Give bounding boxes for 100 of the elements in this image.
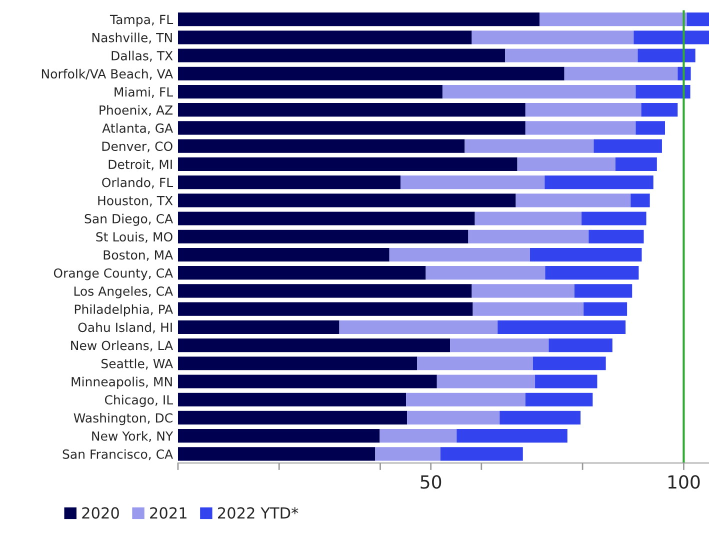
bar [178, 338, 450, 352]
bar [375, 447, 440, 461]
bar [525, 121, 636, 135]
bar [178, 103, 526, 117]
bar [615, 157, 657, 171]
bar [472, 302, 584, 316]
bar [178, 84, 442, 99]
y-tick-label: San Francisco, CA [62, 449, 173, 460]
bar [584, 302, 628, 316]
bar [178, 194, 516, 208]
bar [530, 248, 642, 262]
y-tick-label: Orange County, CA [54, 268, 173, 280]
y-tick-label: Oahu Island, HI [78, 322, 172, 334]
y-tick-label: Detroit, MI [108, 159, 172, 170]
bar [516, 194, 631, 208]
y-tick-label: Houston, TX [98, 196, 173, 207]
bar [545, 266, 639, 280]
y-tick-label: Washington, DC [74, 412, 172, 426]
bar [468, 230, 589, 244]
bar [178, 139, 465, 153]
bar [636, 121, 665, 135]
bar [178, 410, 408, 425]
bar [544, 176, 654, 190]
y-tick-label: Nashville, TN [92, 32, 172, 44]
bar [472, 30, 634, 44]
bar [178, 429, 380, 443]
bar [525, 392, 593, 406]
bar [686, 12, 709, 26]
bar [178, 447, 376, 461]
bar [548, 338, 612, 352]
y-tick-label: Philadelphia, PA [74, 304, 173, 316]
bar [380, 429, 457, 443]
bar [178, 12, 540, 26]
x-tick-label: 100 [668, 475, 700, 489]
y-tick-label: New York, NY [92, 431, 174, 442]
y-tick-label: Orlando, FL [102, 178, 174, 188]
bar [588, 230, 644, 244]
bar [472, 284, 574, 298]
y-tick-label: San Diego, CA [84, 214, 173, 226]
y-tick-label: Boston, MA [104, 250, 173, 261]
bar [178, 356, 418, 370]
bar [178, 66, 564, 80]
bar [517, 157, 616, 171]
bar [178, 121, 526, 135]
bar [450, 338, 549, 352]
bar [407, 410, 500, 425]
bar [634, 30, 709, 44]
y-tick-label: Seattle, WA [102, 358, 173, 370]
legend-label: 2021 [150, 507, 186, 519]
bar [178, 157, 518, 171]
y-tick-label: Tampa, FL [110, 14, 174, 27]
bar [426, 266, 546, 280]
y-tick-label: Denver, CO [102, 142, 172, 152]
y-tick-label: St Louis, MO [96, 232, 172, 243]
bar [178, 176, 400, 190]
bar [638, 48, 696, 62]
bar [178, 212, 475, 226]
y-tick-label: Dallas, TX [112, 50, 173, 62]
y-tick-label: Miami, FL [114, 86, 174, 98]
bar [525, 103, 642, 117]
y-tick-label: Norfolk/VA Beach, VA [42, 68, 173, 80]
x-tick-label: 50 [420, 475, 442, 489]
bar [178, 392, 406, 406]
bar [178, 48, 506, 62]
y-tick-label: Minneapolis, MN [72, 376, 172, 389]
bar [456, 429, 568, 443]
bar [417, 356, 533, 370]
bar [564, 66, 678, 80]
bar [178, 30, 472, 44]
bar [636, 84, 690, 99]
bar [440, 447, 523, 461]
bar [339, 320, 498, 334]
bar [464, 139, 594, 153]
bar [594, 139, 662, 153]
bar [582, 212, 646, 226]
bar [540, 12, 687, 26]
bar [498, 320, 626, 334]
legend-label: 2020 [82, 507, 119, 519]
bar [630, 194, 650, 208]
bar [178, 248, 390, 262]
bar [178, 302, 473, 316]
bar [389, 248, 530, 262]
bar [178, 230, 468, 244]
bar [178, 374, 437, 388]
bar [535, 374, 598, 388]
bar [400, 176, 545, 190]
y-tick-label: Atlanta, GA [102, 123, 173, 134]
bar [178, 284, 472, 298]
bar [178, 266, 426, 280]
y-tick-label: New Orleans, LA [71, 340, 173, 352]
y-tick-label: Los Angeles, CA [74, 286, 173, 298]
bar [574, 284, 632, 298]
bar [505, 48, 638, 62]
bar [533, 356, 606, 370]
bar [178, 320, 340, 334]
y-tick-label: Phoenix, AZ [100, 105, 173, 116]
y-tick-label: Chicago, IL [104, 394, 174, 407]
bar [641, 103, 678, 117]
bar [442, 84, 636, 99]
bar [500, 410, 581, 425]
